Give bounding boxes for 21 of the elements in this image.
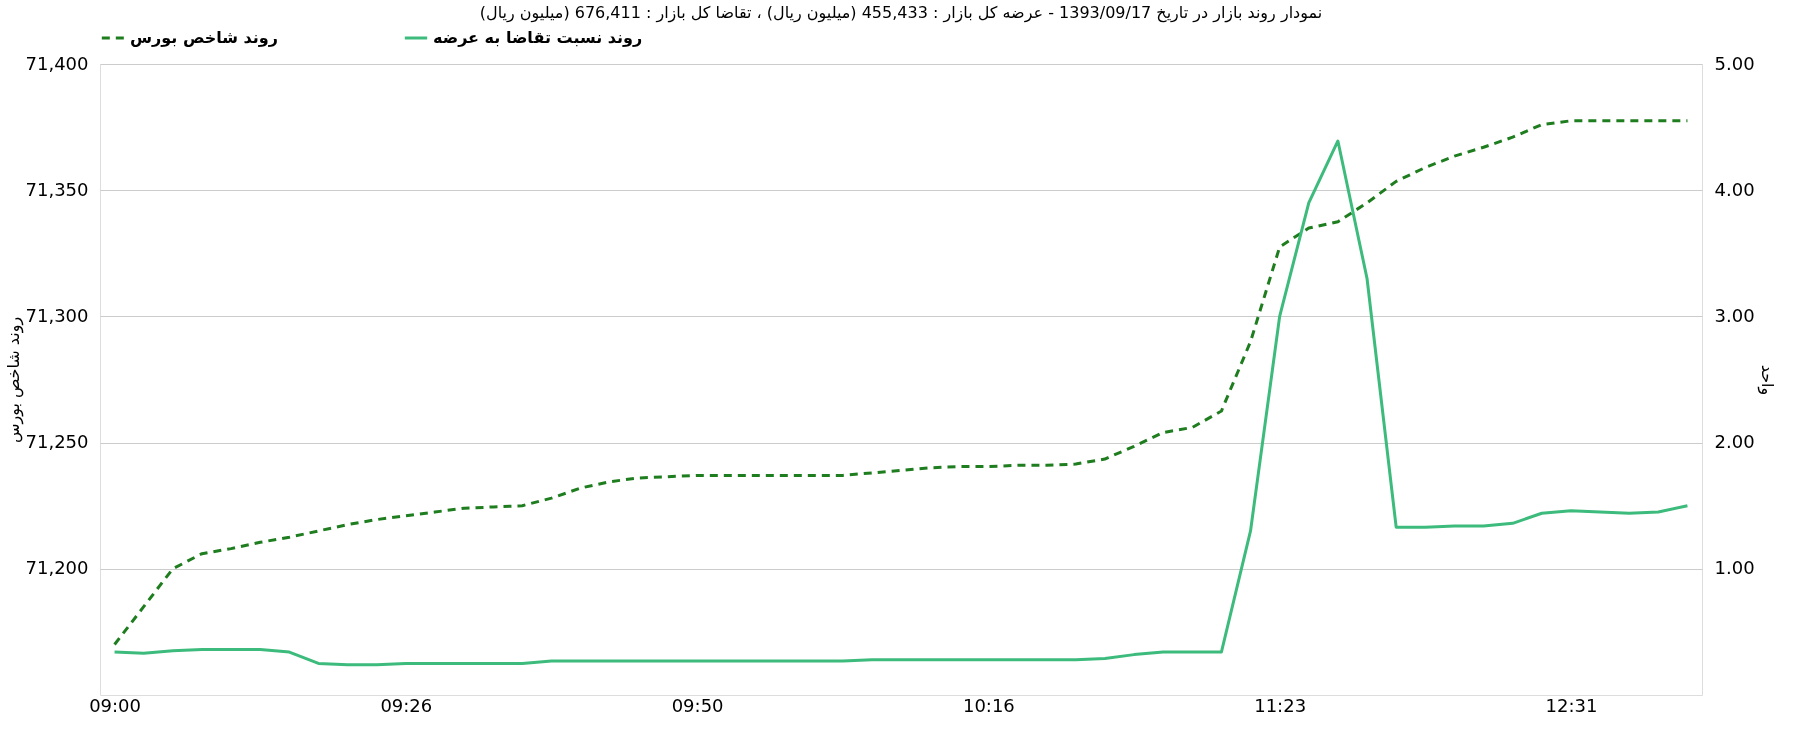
x-tick-label: 10:16 (962, 694, 1015, 716)
legend-label: روند نسبت تقاضا به عرضه (433, 28, 643, 47)
x-tick-label: 09:50 (671, 694, 724, 716)
y-tick-label: 71,400 (25, 52, 89, 74)
legend-label: روند شاخص بورس (130, 28, 278, 47)
y-tick-label: 71,250 (25, 431, 89, 453)
x-tick-label: 11:23 (1254, 694, 1307, 716)
y2-tick-label: 3.00 (1714, 304, 1755, 326)
chart-title: نمودار روند بازار در تاریخ 1393/09/17 - عرضه کل بازار : 455,433 (میلیون ریال) ، تقاضا کل بازار : 676,411 (میلیون ریال) (479, 3, 1323, 23)
y2-tick-label: 4.00 (1714, 178, 1755, 200)
x-tick-label: 09:26 (380, 694, 433, 716)
x-tick-label: 12:31 (1545, 694, 1598, 716)
y2-tick-label: 2.00 (1714, 431, 1755, 453)
y2-tick-label: 1.00 (1714, 557, 1755, 579)
y2-tick-label: 5.00 (1714, 52, 1755, 74)
y-tick-label: 71,300 (25, 304, 89, 326)
y-axis-title: روند شاخص بورس (3, 316, 24, 444)
y-tick-label: 71,200 (25, 557, 89, 579)
x-tick-label: 09:00 (89, 694, 141, 716)
y-tick-label: 71,350 (25, 178, 89, 200)
y2-axis-title: واحد (1756, 364, 1777, 396)
